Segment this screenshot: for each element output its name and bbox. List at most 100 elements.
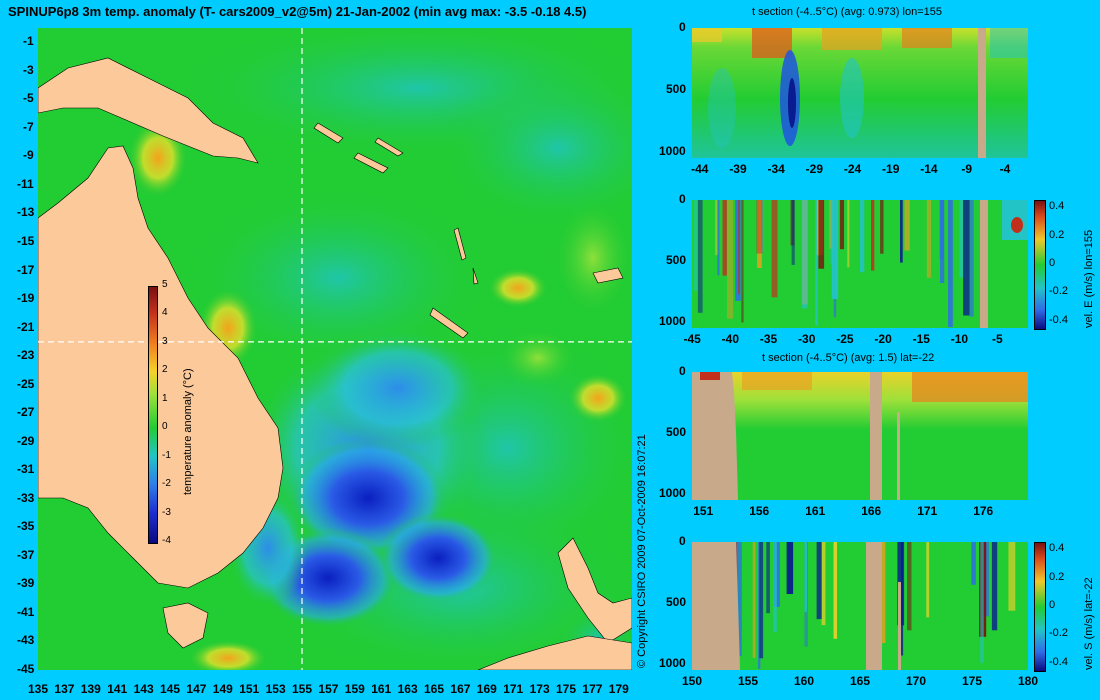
map-colorbar-tick: -4 [162,535,171,546]
t-section-lon-y-tick: 500 [666,81,687,96]
map-x-tick: 139 [80,682,101,696]
vel-e-colorbar-tick: -0.2 [1049,285,1068,298]
australia [37,145,284,589]
map-y-tick: -45 [17,662,35,676]
map-x-tick: 173 [529,682,550,696]
fiji [592,267,624,284]
vel-s-x-tick: 160 [794,674,815,688]
map-x-tick: 149 [212,682,233,696]
map-y-tick: -23 [17,348,35,363]
map-y-tick: -33 [17,490,35,505]
t-section-lat-plot [692,372,1028,500]
t-section-lon-panel[interactable] [692,28,1028,158]
map-panel[interactable] [37,18,678,678]
tasmania [162,602,209,649]
t-section-lon-plot [692,28,1028,158]
map-y-tick: -35 [17,519,35,534]
map-y-tick: -3 [23,62,34,77]
vel-s-x-tick: 165 [850,674,871,688]
map-y-tick: -29 [17,433,35,448]
map-x-tick: 135 [28,682,49,696]
vel-s-x-tick: 150 [682,674,703,688]
t-section-lon-x-tick: -19 [882,162,900,176]
land-masses [37,57,633,671]
map-colorbar-label: temperature anomaly (°C) [182,368,194,495]
vanuatu [453,227,479,285]
t-section-lat-y-tick: 1000 [659,485,686,500]
vel-s-x-tick: 180 [1018,674,1039,688]
vel-e-plot [692,200,1028,328]
map-y-tick: -21 [17,319,35,334]
vel-e-colorbar [1034,200,1046,330]
vel-e-colorbar-tick: 0.2 [1049,228,1065,241]
t-section-lat-panel[interactable] [692,372,1028,500]
papua-new-guinea [37,57,259,164]
vel-s-panel[interactable] [692,542,1028,670]
map-colorbar-tick: 4 [162,307,168,319]
vel-e-x-tick: -10 [950,332,969,346]
map-colorbar-tick: -3 [162,506,171,518]
t-section-lat-x-tick: 171 [917,504,938,518]
vel-e-y-tick: 0 [679,192,686,206]
vel-e-y-tick: 1000 [659,313,686,328]
vel-s-x-tick: 175 [962,674,983,688]
vel-e-colorbar-tick: 0.4 [1049,200,1065,213]
map-y-tick: -27 [17,405,35,420]
map-x-tick: 143 [133,682,154,696]
vel-s-plot [692,542,1028,670]
t-section-lat-x-tick: 166 [861,504,882,518]
map-x-tick: 137 [54,682,75,696]
vel-e-x-tick: -45 [683,332,701,346]
vel-s-y-tick: 1000 [659,655,686,670]
t-section-lon-x-tick: -39 [729,162,747,176]
map-colorbar-tick: 0 [162,421,168,433]
map-plot[interactable] [37,18,678,678]
t-section-lon-x-tick: -29 [805,162,824,176]
map-y-tick: -31 [17,462,35,477]
map-colorbar-tick: -1 [162,449,171,461]
map-x-tick: 165 [424,682,445,696]
map-x-tick: 167 [450,682,471,696]
map-x-tick: 151 [239,682,260,696]
vel-s-colorbar-tick: -0.4 [1049,655,1068,668]
vel-s-x-tick: 155 [738,674,759,688]
map-x-tick: 171 [503,682,524,696]
vel-e-x-tick: -20 [874,332,892,346]
map-x-tick: 163 [397,682,418,696]
solomon-islands [313,122,404,174]
t-section-lat-x-tick: 156 [749,504,770,518]
crosshair [38,28,632,670]
map-y-tick: -25 [17,376,35,391]
map-colorbar-tick: -2 [162,478,171,490]
vel-s-y-tick: 0 [679,534,686,548]
t-section-lat-x-tick: 161 [805,504,826,518]
vel-e-x-tick: -5 [991,332,1003,346]
vel-e-x-tick: -15 [912,332,930,346]
vel-e-x-tick: -40 [721,332,740,346]
map-y-tick: -11 [17,176,34,191]
page-title: SPINUP6p8 3m temp. anomaly (T- cars2009_… [8,4,587,19]
map-colorbar-tick: 3 [162,335,168,347]
vel-s-colorbar-tick: 0.4 [1049,542,1065,555]
t-section-lon-x-tick: -4 [999,162,1011,176]
map-x-tick: 159 [344,682,365,696]
t-section-lon-x-tick: -44 [691,162,709,176]
new-caledonia [429,307,469,339]
map-y-tick: -39 [17,576,35,591]
map-x-tick: 157 [318,682,339,696]
map-y-tick: -15 [17,234,35,248]
map-x-tick: 161 [371,682,392,696]
t-section-lat-x-tick: 176 [973,504,994,518]
t-section-lon-title: t section (-4..5°C) (avg: 0.973) lon=155 [752,6,942,18]
vel-e-panel[interactable] [692,200,1028,328]
map-y-tick: -17 [17,262,35,277]
map-y-tick: -43 [17,633,35,648]
copyright-text: © Copyright CSIRO 2009 07-Oct-2009 16:07… [636,434,648,668]
vel-s-colorbar-tick: -0.2 [1049,627,1068,640]
map-y-tick: -7 [23,119,34,134]
vel-e-x-tick: -35 [759,332,778,346]
vel-s-colorbar-label: vel. S (m/s) lat=-22 [1083,577,1095,670]
vel-e-colorbar-tick: 0 [1049,257,1056,269]
vel-e-colorbar-tick: -0.4 [1049,313,1068,326]
t-section-lat-y-tick: 0 [679,364,686,378]
